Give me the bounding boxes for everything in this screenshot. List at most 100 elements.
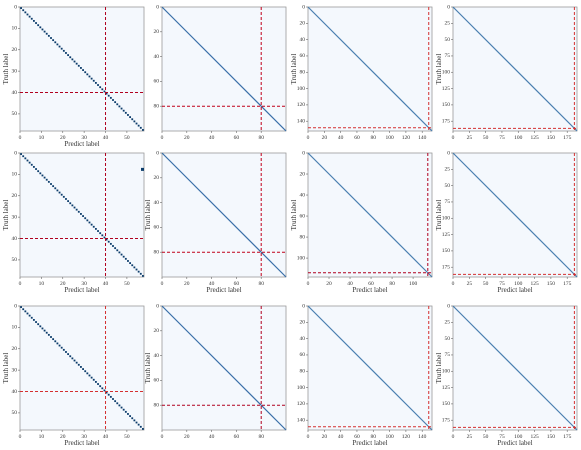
y-tick-label: 175 — [442, 264, 451, 270]
diagonal-cell — [109, 395, 112, 398]
diagonal-cell — [107, 94, 110, 97]
x-tick-label: 150 — [547, 135, 556, 141]
diagonal-cell — [52, 185, 55, 188]
y-tick-label: 0 — [447, 4, 450, 10]
y-tick-label: 100 — [442, 216, 451, 222]
diagonal-cell — [43, 176, 46, 179]
y-tick-label: 20 — [12, 47, 18, 53]
x-tick-label: 20 — [322, 434, 328, 440]
diagonal-cell — [56, 189, 59, 192]
y-tick-label: 60 — [154, 79, 160, 85]
x-tick-label: 100 — [385, 434, 394, 440]
diagonal-cell — [30, 17, 33, 20]
x-tick-label: 40 — [347, 281, 353, 287]
x-tick-label: 0 — [307, 135, 310, 141]
diagonal-cell — [131, 417, 134, 420]
x-tick-label: 40 — [209, 135, 215, 141]
diagonal-cell — [80, 213, 82, 215]
diagonal-cell — [58, 191, 61, 194]
diagonal-line — [307, 152, 433, 278]
x-tick-label: 60 — [354, 135, 360, 141]
x-tick-label: 80 — [371, 434, 377, 440]
y-tick-label: 175 — [442, 118, 451, 124]
diagonal-cell — [69, 355, 72, 358]
diagonal-cell — [137, 270, 140, 273]
diagonal-cell — [86, 219, 89, 222]
x-axis-label: Predict label — [206, 286, 241, 294]
diagonal-cell — [77, 210, 80, 213]
diagonal-cell — [135, 421, 138, 424]
y-tick-label: 50 — [12, 410, 18, 416]
diagonal-cell — [80, 67, 82, 69]
diagonal-cell — [112, 398, 114, 400]
diagonal-line — [161, 6, 287, 132]
y-tick-label: 0 — [156, 303, 159, 309]
diagonal-cell — [50, 183, 52, 185]
diagonal-cell — [131, 118, 134, 121]
y-tick-label: 0 — [14, 150, 17, 156]
x-tick-label: 50 — [483, 281, 489, 287]
diagonal-cell — [86, 372, 89, 375]
diagonal-cell — [124, 257, 127, 260]
diagonal-cell — [41, 174, 44, 177]
diagonal-cell — [65, 198, 67, 200]
y-tick-label: 100 — [297, 255, 306, 261]
confusion-matrix-12: 0 25 50 75 100 125 150 175 0 25 50 75 100 125 150 175 Pr… — [435, 303, 578, 447]
x-tick-label: 40 — [209, 434, 215, 440]
diagonal-cell — [135, 122, 138, 125]
y-tick-label: 40 — [154, 54, 160, 60]
diagonal-cell — [73, 60, 76, 63]
y-tick-label: 20 — [300, 171, 306, 177]
x-tick-label: 25 — [467, 281, 473, 287]
diagonal-cell — [84, 71, 87, 74]
diagonal-cell — [127, 114, 129, 116]
diagonal-cell — [47, 34, 50, 37]
x-tick-label: 80 — [258, 135, 264, 141]
diagonal-cell — [75, 208, 78, 211]
y-tick-label: 150 — [442, 401, 451, 407]
x-tick-label: 80 — [258, 434, 264, 440]
y-tick-label: 50 — [445, 183, 451, 189]
diagonal-cell — [52, 338, 55, 341]
diagonal-cell — [107, 393, 110, 396]
diagonal-cell — [92, 378, 95, 381]
diagonal-line — [307, 6, 433, 132]
x-axis-label: Predict label — [64, 140, 99, 148]
y-tick-label: 20 — [154, 29, 160, 35]
x-tick-label: 0 — [19, 135, 22, 141]
diagonal-cell — [135, 268, 138, 271]
x-tick-label: 60 — [354, 434, 360, 440]
x-tick-label: 125 — [530, 135, 539, 141]
diagonal-cell — [58, 45, 61, 48]
confusion-matrix-5: 0 10 20 30 40 50 0 10 20 30 40 50 Predict label Truth… — [2, 150, 145, 294]
y-tick-label: 0 — [14, 4, 17, 10]
x-tick-label: 0 — [19, 281, 22, 287]
y-tick-label: 50 — [445, 37, 451, 43]
y-tick-label: 40 — [12, 389, 18, 395]
x-tick-label: 80 — [258, 281, 264, 287]
diagonal-cell — [86, 73, 89, 76]
y-tick-label: 0 — [302, 4, 305, 10]
y-tick-label: 40 — [300, 192, 306, 198]
diagonal-cell — [32, 318, 35, 321]
x-axis-label: Predict label — [352, 286, 387, 294]
diagonal-cell — [133, 419, 136, 422]
diagonal-line — [161, 305, 287, 431]
y-tick-label: 120 — [297, 401, 306, 407]
x-tick-label: 20 — [184, 434, 190, 440]
y-tick-label: 125 — [442, 232, 451, 238]
x-tick-label: 30 — [81, 135, 87, 141]
y-tick-label: 50 — [12, 111, 18, 117]
diagonal-cell — [103, 236, 106, 239]
y-tick-label: 150 — [442, 248, 451, 254]
x-tick-label: 20 — [60, 135, 66, 141]
diagonal-cell — [122, 408, 125, 411]
y-tick-label: 80 — [154, 249, 160, 255]
x-tick-label: 0 — [161, 281, 164, 287]
y-axis-label: Truth label — [2, 353, 10, 384]
y-axis-label: Truth label — [290, 54, 298, 85]
y-tick-label: 40 — [300, 37, 306, 43]
diagonal-cell — [22, 9, 25, 12]
y-tick-label: 80 — [300, 70, 306, 76]
diagonal-cell — [80, 366, 82, 368]
